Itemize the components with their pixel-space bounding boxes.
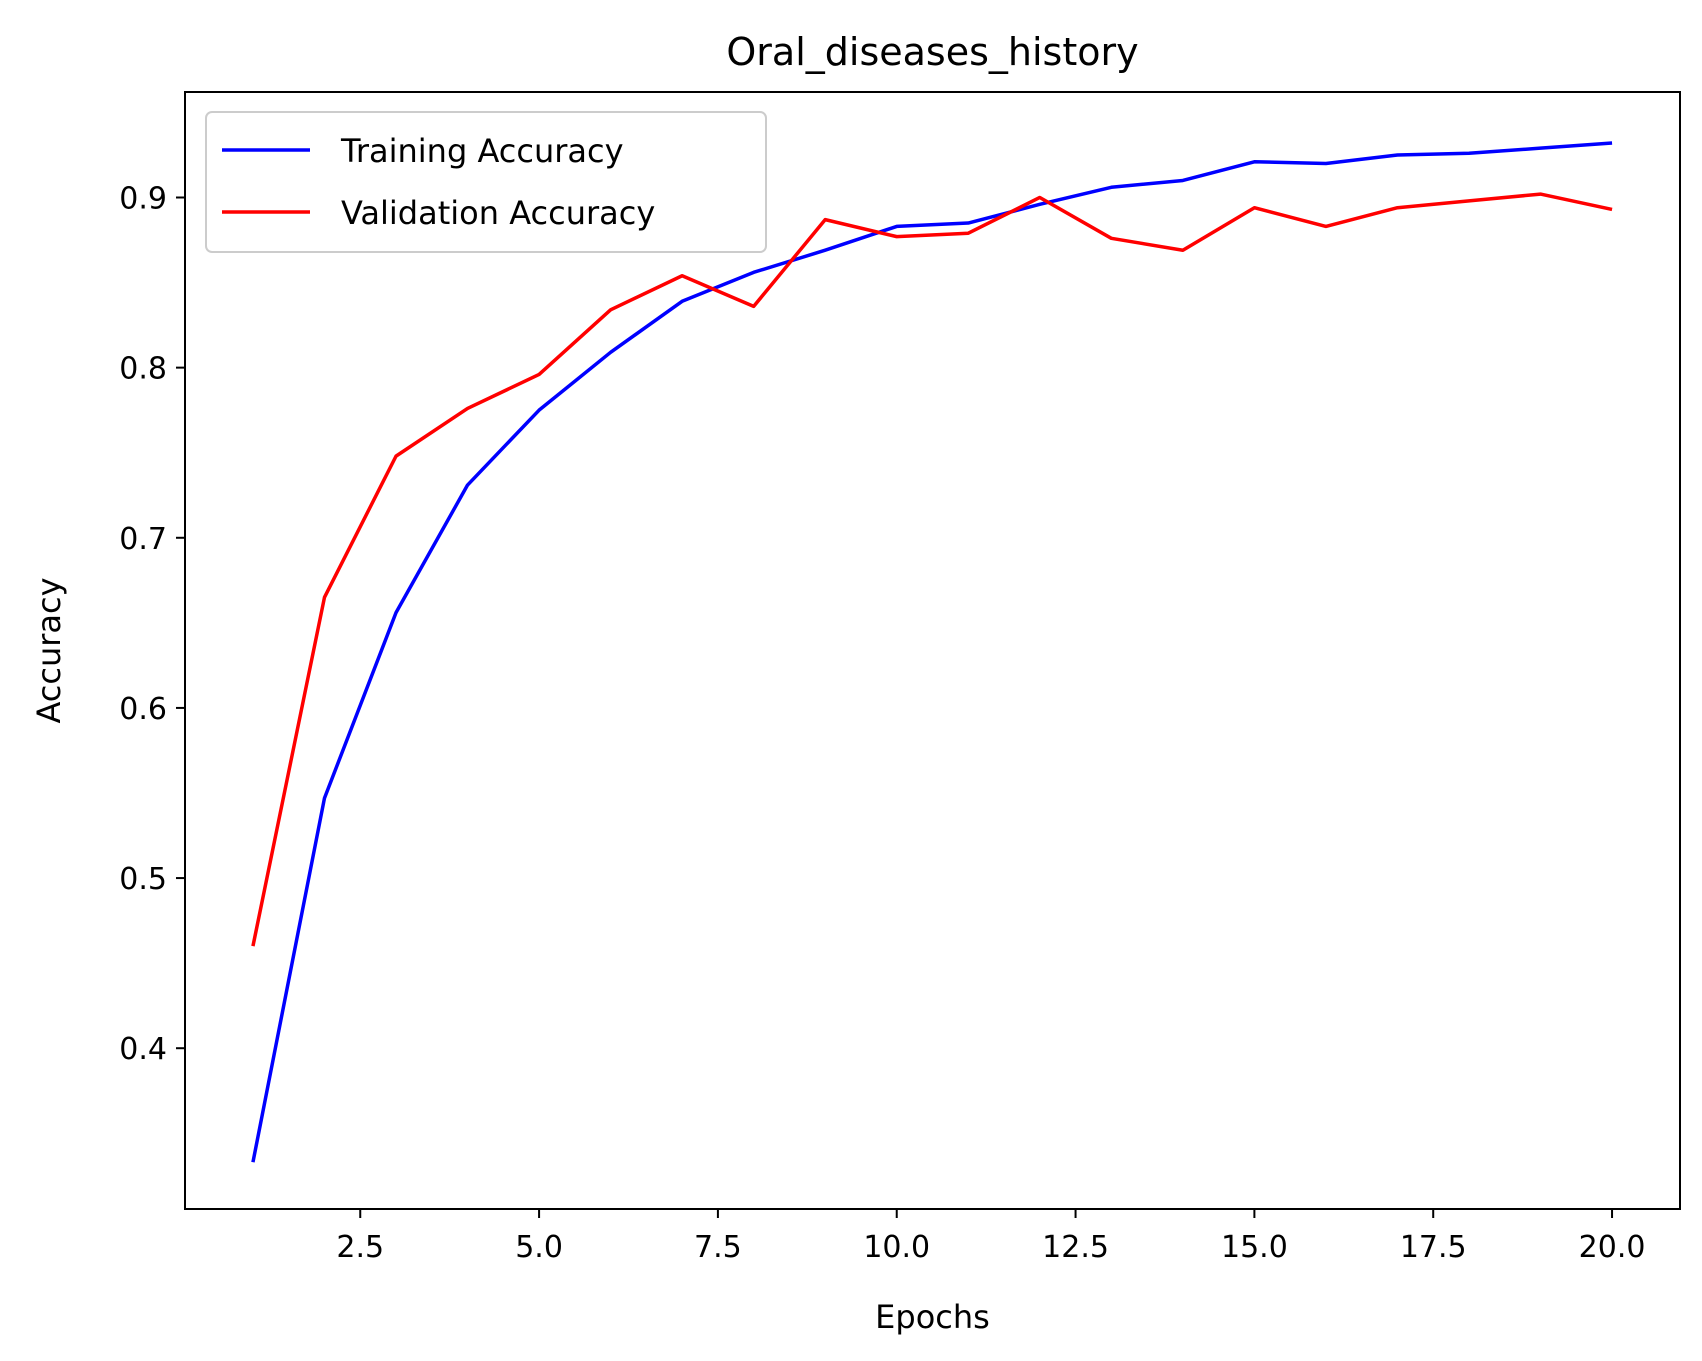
x-axis-label: Epochs [875,1298,990,1336]
series-line-validation-accuracy [251,192,1613,947]
legend-items: Training Accuracy Validation Accuracy [222,132,655,232]
x-tick-label: 12.5 [1042,1230,1109,1265]
x-tick-label: 20.0 [1579,1230,1646,1265]
legend-box [205,111,767,253]
legend-label: Validation Accuracy [341,194,655,232]
x-tick-label: 15.0 [1221,1230,1288,1265]
y-axis-label: Accuracy [30,577,68,723]
series-layer [251,141,1613,1163]
x-tick-label: 2.5 [336,1230,384,1265]
x-tick-label: 7.5 [694,1230,742,1265]
legend: Training Accuracy Validation Accuracy [205,111,767,253]
y-tick-label: 0.6 [119,692,167,727]
y-axis: 0.4 0.5 0.6 0.7 0.8 0.9 [119,181,185,1067]
y-tick-label: 0.8 [119,352,167,387]
plot-area [251,141,1613,1163]
x-axis: 2.5 5.0 7.5 10.0 12.5 15.0 17.5 20.0 [336,1209,1645,1265]
y-tick-label: 0.4 [119,1032,167,1067]
plot-frame [184,91,1681,1210]
legend-label: Training Accuracy [340,132,624,170]
x-tick-label: 5.0 [515,1230,563,1265]
y-tick-label: 0.5 [119,862,167,897]
chart-title: Oral_diseases_history [726,30,1138,74]
y-tick-label: 0.7 [119,522,167,557]
y-tick-label: 0.9 [119,181,167,216]
x-tick-label: 10.0 [863,1230,930,1265]
series-line-training-accuracy [251,141,1613,1163]
x-tick-label: 17.5 [1400,1230,1467,1265]
